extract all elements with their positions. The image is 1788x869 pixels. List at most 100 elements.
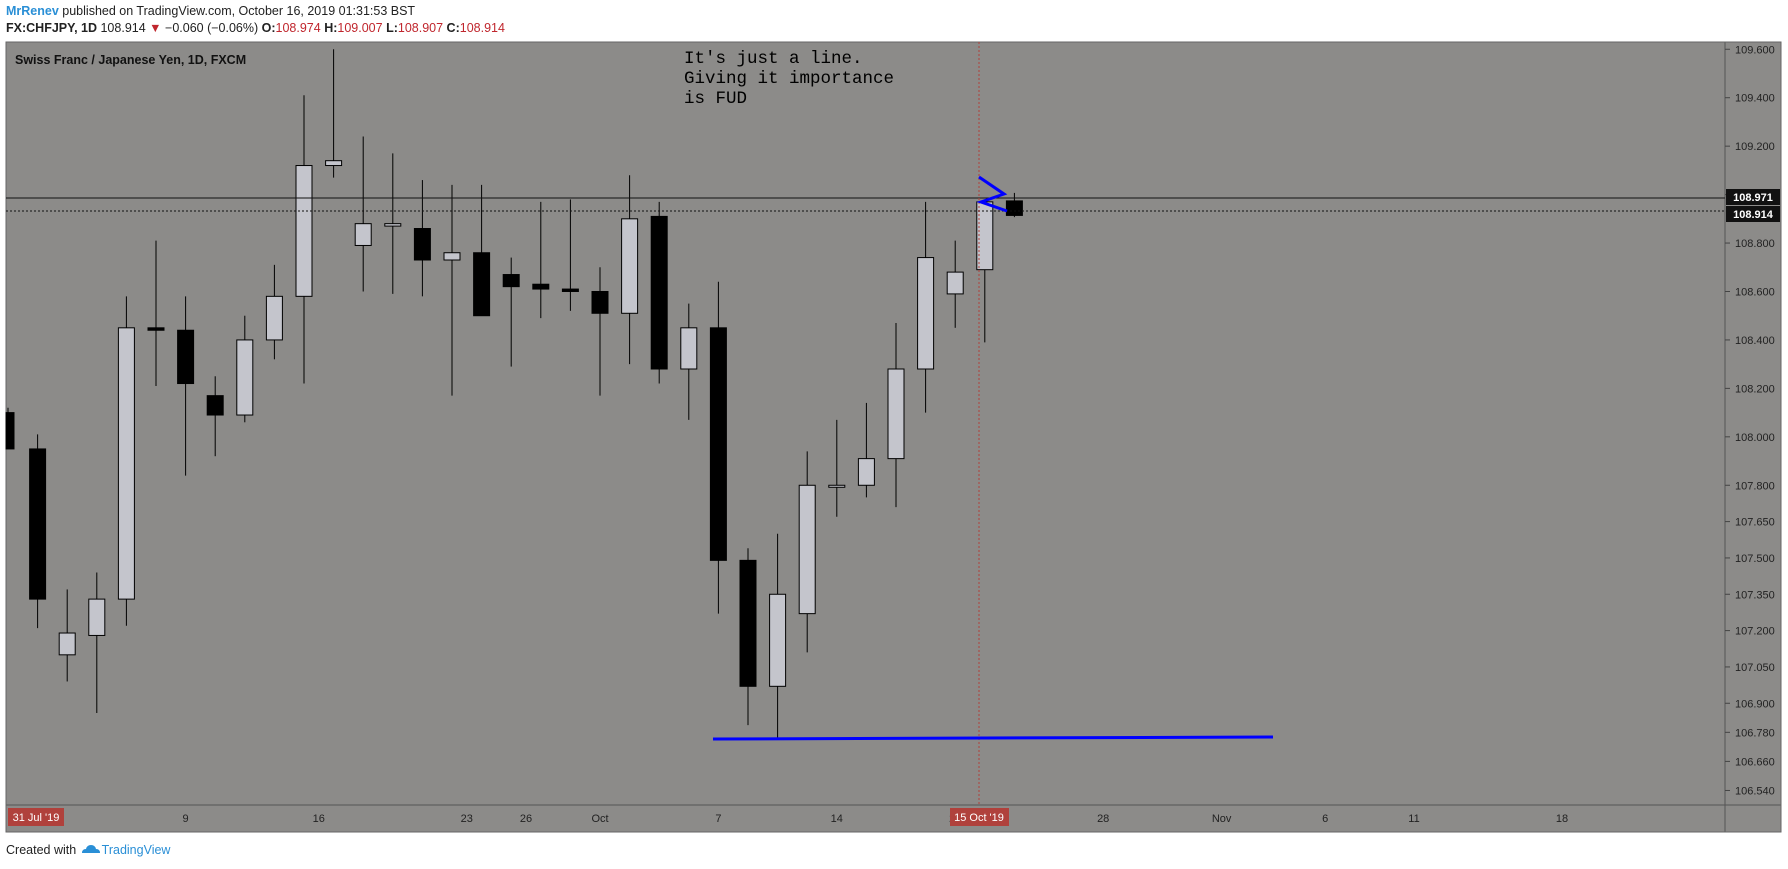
candle[interactable] [117,296,135,626]
candle[interactable] [147,240,165,386]
date-badge-start-label: 31 Jul '19 [13,812,60,824]
candle-body [739,559,757,687]
candle-body [325,160,343,167]
candle[interactable] [532,201,550,319]
price-tick-label: 107.800 [1735,480,1775,492]
candle[interactable] [561,199,579,311]
candle[interactable] [857,402,875,498]
candle[interactable] [917,201,935,413]
tradingview-link[interactable]: TradingView [101,843,171,857]
time-tick-label: 14 [831,813,843,825]
candle[interactable] [739,548,757,726]
candle[interactable] [887,322,905,508]
candle[interactable] [1005,192,1023,218]
candle-body [591,290,609,314]
candle-body [5,412,15,450]
candle[interactable] [502,257,520,367]
candle[interactable] [58,589,76,682]
candle[interactable] [650,201,668,384]
candle[interactable] [621,175,639,365]
author-link[interactable]: MrRenev [6,4,59,18]
candle[interactable] [354,136,372,292]
time-tick-label: 26 [520,813,532,825]
price-badge-resistance [1726,189,1780,205]
candle[interactable] [976,201,994,343]
support-trend-line[interactable] [712,735,1274,741]
time-axis[interactable] [6,805,1725,832]
created-with-text: Created with [6,843,77,857]
time-tick-label: 7 [715,813,721,825]
candle-body [29,448,47,600]
time-tick-label: 23 [461,813,473,825]
price-tick-label: 106.780 [1735,727,1775,739]
high-value: 109.007 [337,21,383,35]
candle[interactable] [473,184,491,317]
candle-body [177,329,195,385]
candle[interactable] [29,434,47,629]
candle[interactable] [680,303,698,420]
candle[interactable] [88,572,106,713]
candle[interactable] [384,153,402,294]
triangle-down-icon: ▼ [149,21,162,35]
candle-body [58,632,76,656]
candle[interactable] [206,376,224,457]
time-tick-label: 6 [1322,813,1328,825]
open-label: O: [261,21,276,35]
price-tick-label: 108.200 [1735,383,1775,395]
price-tick-label: 109.600 [1735,44,1775,56]
footer: Created with TradingView [6,843,170,857]
price-tick-label: 108.600 [1735,286,1775,298]
candle-body [206,395,224,416]
candle[interactable] [946,240,964,328]
price-axis[interactable] [1725,42,1781,832]
time-tick-label: 18 [1556,813,1568,825]
candle-body [117,327,135,600]
candle-body [443,252,461,261]
candle-body [413,228,431,261]
candle[interactable] [236,315,254,423]
price-tick-label: 108.000 [1735,432,1775,444]
candle-body [828,484,846,488]
candle-body [561,288,579,292]
price-tick-label: 107.200 [1735,626,1775,638]
annotation-text: It's just a line. Giving it importance i… [684,49,905,109]
candle[interactable] [265,264,283,360]
open-value: 108.974 [275,21,321,35]
candle[interactable] [443,184,461,396]
candle-body [265,295,283,341]
published-text: published on TradingView.com, October 16… [62,4,416,18]
price-badge-last [1726,206,1780,222]
candle-body [917,257,935,370]
price-tick-label: 107.350 [1735,589,1775,601]
candle-body [1005,200,1023,216]
plot-area[interactable] [6,42,1725,805]
candle[interactable] [325,49,343,178]
candle-body [709,327,727,561]
candle[interactable] [413,180,431,297]
close-label: C: [446,21,460,35]
price-tick-label: 106.540 [1735,785,1775,797]
candle[interactable] [828,419,846,517]
price-tick-label: 108.800 [1735,238,1775,250]
time-tick-label: 9 [183,813,189,825]
candle-body [532,283,550,290]
price-tick-label: 106.660 [1735,756,1775,768]
candle[interactable] [769,533,787,740]
low-value: 108.907 [397,21,444,35]
candle[interactable] [177,296,195,476]
candle-body [650,215,668,370]
candle[interactable] [798,451,816,653]
candle[interactable] [5,407,15,450]
candle-body [502,274,520,288]
price-tick-label: 106.900 [1735,698,1775,710]
time-tick-label: 16 [313,813,325,825]
annotation-line-1: It's just a line. [684,49,863,69]
flag-pattern-drawing[interactable] [976,175,1008,213]
candle-body [887,368,905,460]
candle-body [680,327,698,370]
candle-body [295,165,313,297]
candle[interactable] [591,267,609,396]
price-tick-label: 107.050 [1735,662,1775,674]
candle[interactable] [709,281,727,614]
